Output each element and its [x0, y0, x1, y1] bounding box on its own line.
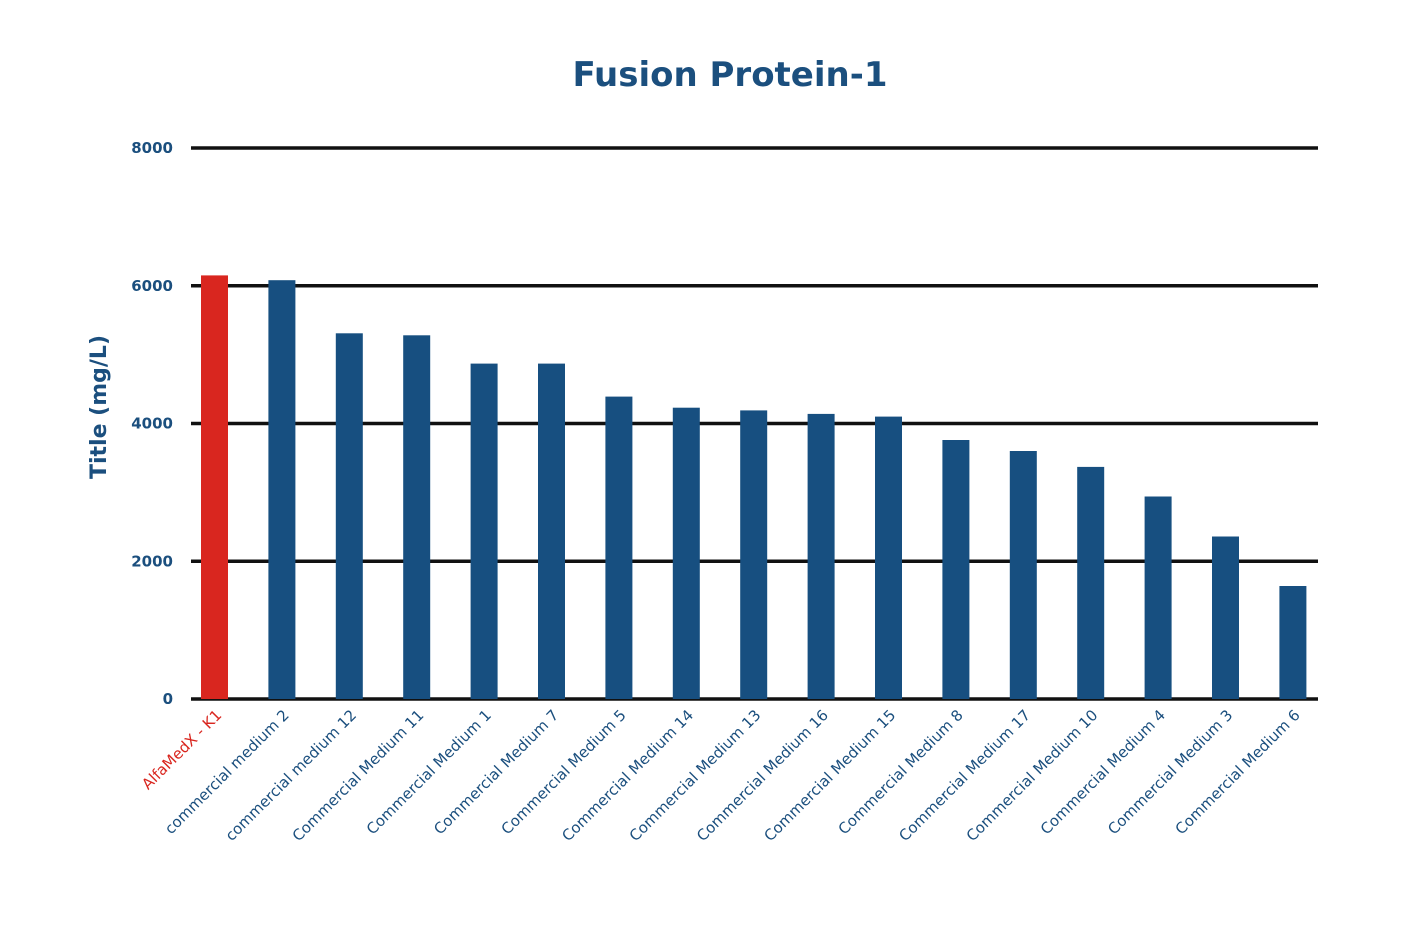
- bar-13: [1077, 466, 1105, 699]
- bar-2: [335, 333, 363, 699]
- chart-title: Fusion Protein-1: [572, 55, 887, 95]
- y-tick-label: 0: [163, 690, 173, 708]
- bar-7: [672, 407, 700, 699]
- bar-12: [1009, 451, 1037, 699]
- x-tick-label: Commercial Medium 3: [1104, 706, 1236, 838]
- x-tick-label: commercial medium 12: [222, 706, 360, 844]
- y-axis-label: Title (mg/L): [87, 335, 112, 479]
- x-tick-label: Commercial Medium 11: [289, 706, 428, 845]
- bar-9: [807, 413, 835, 699]
- x-tick-label: Commercial Medium 7: [430, 706, 562, 838]
- y-tick-label: 8000: [131, 139, 173, 157]
- x-tick-label: commercial medium 2: [161, 706, 293, 838]
- bar-15: [1212, 536, 1239, 699]
- bar-11: [942, 440, 970, 699]
- x-tick-label: Commercial Medium 8: [835, 706, 967, 838]
- x-tick-label: Commercial Medium 10: [963, 706, 1102, 845]
- x-tick-label: Commercial Medium 1: [363, 706, 495, 838]
- bar-8: [740, 410, 768, 699]
- x-tick-label: Commercial Medium 5: [498, 706, 630, 838]
- bar-3: [403, 335, 431, 699]
- x-tick-label: Commercial Medium 4: [1037, 706, 1169, 838]
- bar-4: [470, 363, 498, 699]
- y-axis-ticks: 0 2000 4000 6000 8000: [131, 139, 173, 708]
- x-tick-label: Commercial Medium 16: [693, 706, 832, 845]
- bar-6: [605, 396, 633, 699]
- y-tick-label: 4000: [131, 415, 173, 433]
- x-tick-label: Commercial Medium 13: [626, 706, 765, 845]
- bar-5: [538, 363, 565, 699]
- x-tick-label: Commercial Medium 17: [895, 706, 1034, 845]
- bar-14: [1144, 496, 1172, 699]
- bar-1: [268, 280, 296, 699]
- x-tick-label: Commercial Medium 6: [1172, 706, 1304, 838]
- bars: [201, 275, 1307, 699]
- x-tick-label: Commercial Medium 15: [761, 706, 900, 845]
- bar-10: [875, 416, 902, 699]
- y-tick-label: 2000: [131, 552, 173, 570]
- y-tick-label: 6000: [131, 277, 173, 295]
- bar-16: [1279, 586, 1307, 699]
- x-tick-label: Commercial Medium 14: [558, 706, 697, 845]
- bar-0: [201, 275, 228, 699]
